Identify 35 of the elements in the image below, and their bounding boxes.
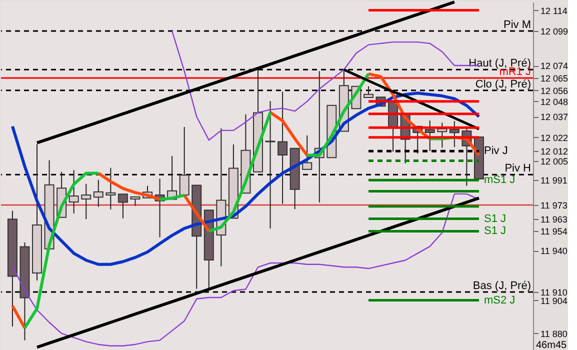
ref-line-label: Bas (J, Pré) xyxy=(472,280,531,292)
y-tick-label: 12 114 xyxy=(540,6,568,16)
y-tick-label: 11 963 xyxy=(540,214,568,224)
series-label: mS1 J xyxy=(484,174,516,186)
line-series xyxy=(10,92,480,266)
y-tick-label: 11 904 xyxy=(540,296,568,306)
y-tick-label: 12 022 xyxy=(540,132,568,143)
y-tick-label: 12 012 xyxy=(540,146,568,157)
y-tick-label: 12 099 xyxy=(540,26,568,36)
candlestick xyxy=(118,194,128,219)
series-label: S1 J xyxy=(484,225,506,238)
y-tick-label: 12 056 xyxy=(540,86,568,96)
candlestick xyxy=(449,120,460,148)
y-tick-label: 11 940 xyxy=(540,246,568,256)
candlestick xyxy=(68,170,79,214)
text: 46m45 xyxy=(536,340,568,350)
candlestick xyxy=(278,91,288,204)
y-tick-label: 11 910 xyxy=(540,288,568,298)
y-tick-label: 11 954 xyxy=(540,226,568,237)
series-label: mS2 J xyxy=(484,294,516,306)
y-tick-label: 11 991 xyxy=(540,176,568,186)
y-tick-label: 12 048 xyxy=(540,96,568,107)
ref-line-label: Clo (J, Pré) xyxy=(475,78,531,90)
y-tick-label: 12 074 xyxy=(540,61,568,72)
candlestick xyxy=(179,126,190,196)
y-tick-label: 11 880 xyxy=(540,328,568,339)
y-tick-label: 11 973 xyxy=(540,200,568,210)
ref-line-label: Piv M xyxy=(504,19,531,31)
y-tick-label: 12 037 xyxy=(540,112,568,122)
ref-line-label: Piv H xyxy=(504,162,532,175)
series-label: S1 J xyxy=(484,212,506,225)
candlestick xyxy=(81,183,92,220)
series-label: Piv J xyxy=(484,145,508,158)
y-tick-label: 12 005 xyxy=(540,156,568,166)
y-tick-label: 12 065 xyxy=(540,73,568,84)
